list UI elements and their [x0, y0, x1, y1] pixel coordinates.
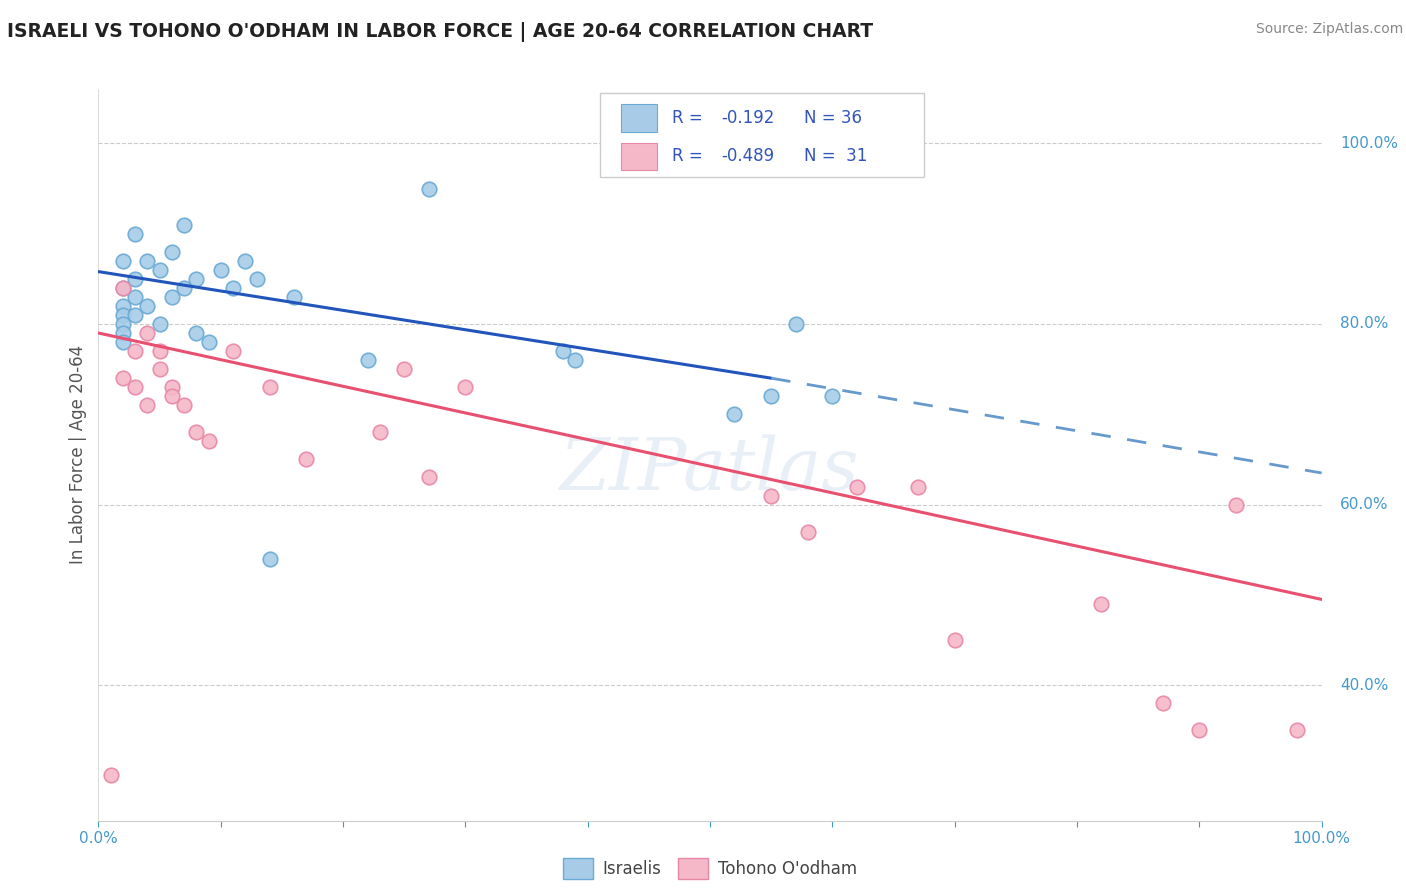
Point: [418, 470, 440, 484]
Point: [136, 299, 159, 313]
Point: [149, 362, 172, 376]
Text: 80.0%: 80.0%: [1340, 317, 1388, 332]
Point: [136, 398, 159, 412]
Point: [136, 253, 159, 268]
Point: [124, 272, 146, 286]
Text: ZIPatlas: ZIPatlas: [560, 434, 860, 505]
Point: [124, 380, 146, 394]
Text: R =: R =: [672, 109, 709, 127]
Point: [821, 389, 844, 403]
Y-axis label: In Labor Force | Age 20-64: In Labor Force | Age 20-64: [69, 345, 87, 565]
Point: [356, 353, 378, 368]
Point: [1286, 723, 1309, 738]
Point: [564, 353, 586, 368]
Point: [1225, 498, 1247, 512]
Point: [111, 253, 134, 268]
Point: [111, 299, 134, 313]
Point: [136, 326, 159, 340]
Point: [222, 281, 245, 295]
Point: [259, 551, 281, 566]
Point: [100, 768, 122, 782]
FancyBboxPatch shape: [600, 93, 924, 177]
Point: [186, 326, 208, 340]
Point: [160, 290, 183, 304]
Point: [454, 380, 477, 394]
Point: [797, 524, 820, 539]
Point: [1152, 696, 1174, 710]
Text: N =  31: N = 31: [804, 147, 868, 165]
Point: [160, 389, 183, 403]
Point: [111, 308, 134, 322]
FancyBboxPatch shape: [620, 104, 658, 132]
Point: [209, 262, 232, 277]
Text: 40.0%: 40.0%: [1340, 678, 1388, 693]
Point: [124, 290, 146, 304]
Point: [368, 425, 391, 440]
Point: [111, 281, 134, 295]
Point: [149, 317, 172, 331]
Point: [160, 244, 183, 259]
Point: [111, 326, 134, 340]
Point: [785, 317, 807, 331]
Point: [723, 407, 745, 421]
Point: [761, 389, 783, 403]
Point: [160, 380, 183, 394]
Text: N = 36: N = 36: [804, 109, 862, 127]
Point: [197, 334, 219, 349]
Point: [173, 218, 195, 232]
Point: [124, 227, 146, 241]
Point: [553, 344, 575, 359]
Text: 100.0%: 100.0%: [1340, 136, 1398, 151]
Point: [197, 434, 219, 449]
Text: ISRAELI VS TOHONO O'ODHAM IN LABOR FORCE | AGE 20-64 CORRELATION CHART: ISRAELI VS TOHONO O'ODHAM IN LABOR FORCE…: [7, 22, 873, 42]
Point: [845, 479, 868, 493]
Point: [111, 371, 134, 385]
Point: [233, 253, 256, 268]
Legend: Israelis, Tohono O'odham: Israelis, Tohono O'odham: [555, 852, 865, 886]
Point: [283, 290, 305, 304]
Point: [149, 262, 172, 277]
Point: [186, 425, 208, 440]
FancyBboxPatch shape: [620, 143, 658, 170]
Point: [222, 344, 245, 359]
Point: [392, 362, 416, 376]
Text: -0.192: -0.192: [721, 109, 775, 127]
Point: [907, 479, 929, 493]
Point: [259, 380, 281, 394]
Point: [124, 308, 146, 322]
Point: [246, 272, 269, 286]
Point: [943, 633, 966, 648]
Text: 60.0%: 60.0%: [1340, 497, 1389, 512]
Point: [111, 281, 134, 295]
Point: [111, 317, 134, 331]
Text: -0.489: -0.489: [721, 147, 775, 165]
Point: [1090, 597, 1112, 611]
Point: [149, 344, 172, 359]
Point: [1188, 723, 1211, 738]
Point: [418, 181, 440, 195]
Point: [124, 344, 146, 359]
Point: [186, 272, 208, 286]
Point: [173, 281, 195, 295]
Point: [295, 452, 318, 467]
Text: R =: R =: [672, 147, 709, 165]
Text: Source: ZipAtlas.com: Source: ZipAtlas.com: [1256, 22, 1403, 37]
Point: [111, 334, 134, 349]
Point: [173, 398, 195, 412]
Point: [761, 489, 783, 503]
